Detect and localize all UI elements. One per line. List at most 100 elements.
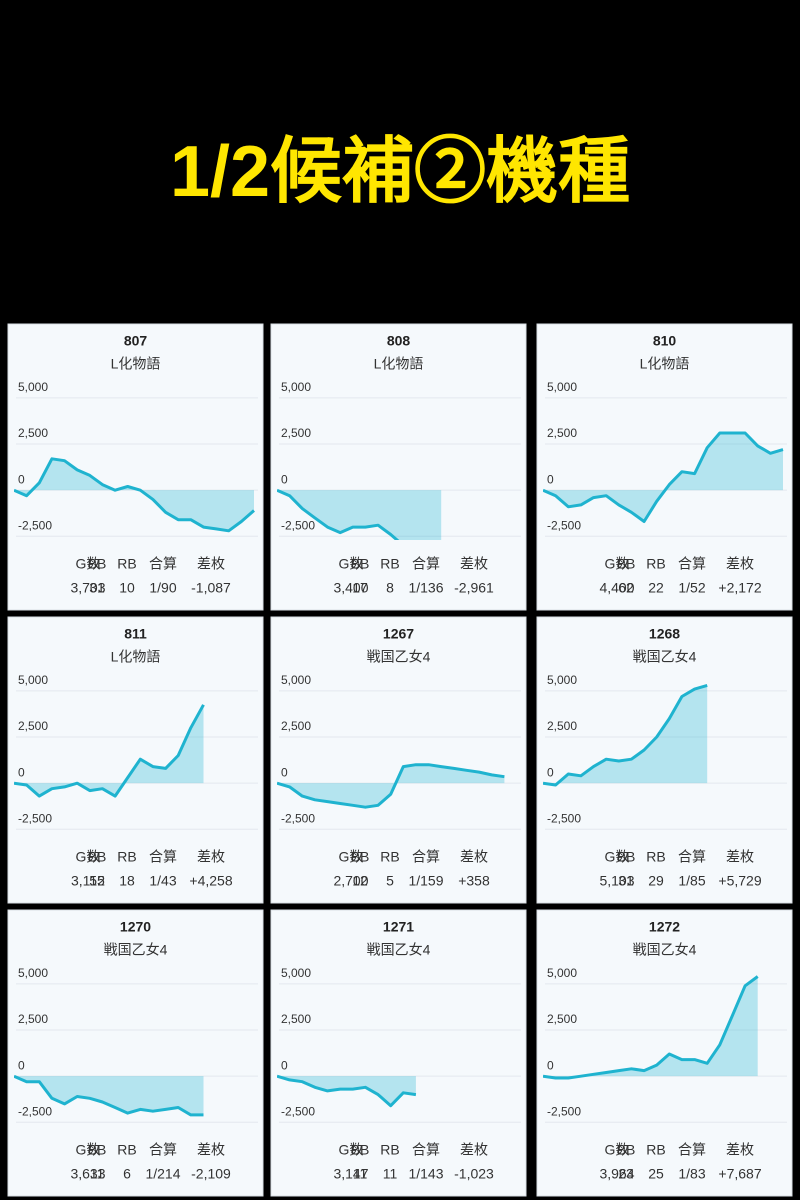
stat-value: 1/43 bbox=[149, 873, 176, 889]
chart-title: 1270 bbox=[120, 919, 151, 935]
y-tick-label: 0 bbox=[281, 1058, 288, 1072]
stat-header: RB bbox=[380, 1142, 399, 1158]
y-tick-label: 2,500 bbox=[547, 426, 577, 440]
stat-header: 合算 bbox=[412, 556, 440, 572]
y-tick-label: 2,500 bbox=[281, 719, 311, 733]
stat-value: 3,633 bbox=[70, 1166, 105, 1182]
stat-value: 31 bbox=[89, 580, 105, 596]
stat-value: 11 bbox=[383, 1166, 398, 1182]
y-tick-label: 5,000 bbox=[18, 380, 48, 394]
stat-header: 差枚 bbox=[197, 1142, 225, 1158]
stat-header: 差枚 bbox=[460, 556, 488, 572]
y-tick-label: 2,500 bbox=[281, 426, 311, 440]
area bbox=[277, 1076, 416, 1106]
line bbox=[277, 1074, 417, 1108]
y-tick-label: -2,500 bbox=[18, 1104, 52, 1118]
stat-value: 1/83 bbox=[678, 1166, 705, 1182]
card bbox=[270, 323, 527, 611]
y-tick-label: -2,500 bbox=[281, 518, 315, 532]
stat-header: G数 bbox=[605, 849, 630, 865]
stat-header: 合算 bbox=[412, 849, 440, 865]
stat-header: RB bbox=[117, 556, 136, 572]
stat-header: G数 bbox=[339, 849, 364, 865]
area bbox=[543, 685, 708, 785]
area bbox=[14, 458, 254, 531]
stat-value: 5 bbox=[386, 873, 394, 889]
y-tick-label: 5,000 bbox=[281, 966, 311, 980]
line bbox=[14, 1074, 204, 1117]
chart-subtitle: L化物語 bbox=[111, 356, 161, 372]
stat-value: 6 bbox=[123, 1166, 131, 1182]
stat-header: G数 bbox=[339, 1142, 364, 1158]
stat-header: 合算 bbox=[412, 1142, 440, 1158]
stat-header: 合算 bbox=[678, 849, 706, 865]
stat-header: 差枚 bbox=[197, 849, 225, 865]
y-tick-label: 2,500 bbox=[547, 719, 577, 733]
card bbox=[270, 909, 527, 1197]
stat-value: 3,112 bbox=[71, 873, 105, 889]
stat-value: 62 bbox=[618, 580, 634, 596]
chart-title: 1271 bbox=[383, 919, 414, 935]
y-tick-label: -2,500 bbox=[18, 518, 52, 532]
card bbox=[7, 909, 264, 1197]
area bbox=[14, 704, 204, 797]
stat-value: +358 bbox=[458, 873, 490, 889]
stat-value: 29 bbox=[648, 873, 664, 889]
stat-header: BB bbox=[351, 556, 370, 572]
line bbox=[543, 975, 759, 1080]
stat-header: RB bbox=[646, 1142, 665, 1158]
line bbox=[543, 431, 784, 523]
area bbox=[543, 976, 758, 1078]
chart-subtitle: 戦国乙女4 bbox=[633, 942, 697, 958]
stat-value: 5,103 bbox=[599, 873, 634, 889]
stat-header: 差枚 bbox=[197, 556, 225, 572]
stat-header: 差枚 bbox=[726, 849, 754, 865]
stat-header: 合算 bbox=[678, 556, 706, 572]
chart-title: 811 bbox=[124, 626, 147, 642]
stat-value: -1,087 bbox=[191, 580, 231, 596]
line bbox=[543, 683, 708, 787]
y-tick-label: 0 bbox=[547, 1058, 554, 1072]
stat-value: 22 bbox=[648, 580, 664, 596]
chart-subtitle: 戦国乙女4 bbox=[104, 942, 168, 958]
stat-header: 差枚 bbox=[726, 556, 754, 572]
stat-value: 31 bbox=[618, 873, 634, 889]
y-tick-label: 2,500 bbox=[281, 1012, 311, 1026]
card bbox=[536, 323, 793, 611]
chart-subtitle: 戦国乙女4 bbox=[633, 649, 697, 665]
stat-value: +2,172 bbox=[718, 580, 761, 596]
stat-header: BB bbox=[617, 849, 636, 865]
chart-title: 1267 bbox=[383, 626, 414, 642]
card bbox=[7, 616, 264, 904]
stat-value: -2,961 bbox=[454, 580, 494, 596]
stat-value: -1,023 bbox=[454, 1166, 494, 1182]
y-tick-label: -2,500 bbox=[281, 1104, 315, 1118]
y-tick-label: 5,000 bbox=[281, 673, 311, 687]
area bbox=[277, 764, 505, 808]
y-tick-label: 5,000 bbox=[18, 966, 48, 980]
y-tick-label: 2,500 bbox=[18, 426, 48, 440]
stat-header: 合算 bbox=[149, 1142, 177, 1158]
stat-value: 1/159 bbox=[408, 873, 443, 889]
stat-header: RB bbox=[117, 1142, 136, 1158]
stat-value: 10 bbox=[119, 580, 135, 596]
stat-value: 12 bbox=[352, 873, 368, 889]
stat-value: 1/85 bbox=[678, 873, 705, 889]
stat-header: BB bbox=[88, 1142, 107, 1158]
card bbox=[536, 616, 793, 904]
chart-title: 808 bbox=[387, 333, 411, 349]
chart-title: 1272 bbox=[649, 919, 680, 935]
line bbox=[14, 704, 205, 798]
stat-header: BB bbox=[617, 556, 636, 572]
y-tick-label: 0 bbox=[18, 472, 25, 486]
y-tick-label: 2,500 bbox=[18, 1012, 48, 1026]
stat-value: 8 bbox=[386, 580, 394, 596]
stat-header: RB bbox=[380, 849, 399, 865]
stat-header: 差枚 bbox=[460, 1142, 488, 1158]
stat-header: RB bbox=[646, 556, 665, 572]
y-tick-label: 0 bbox=[281, 765, 288, 779]
